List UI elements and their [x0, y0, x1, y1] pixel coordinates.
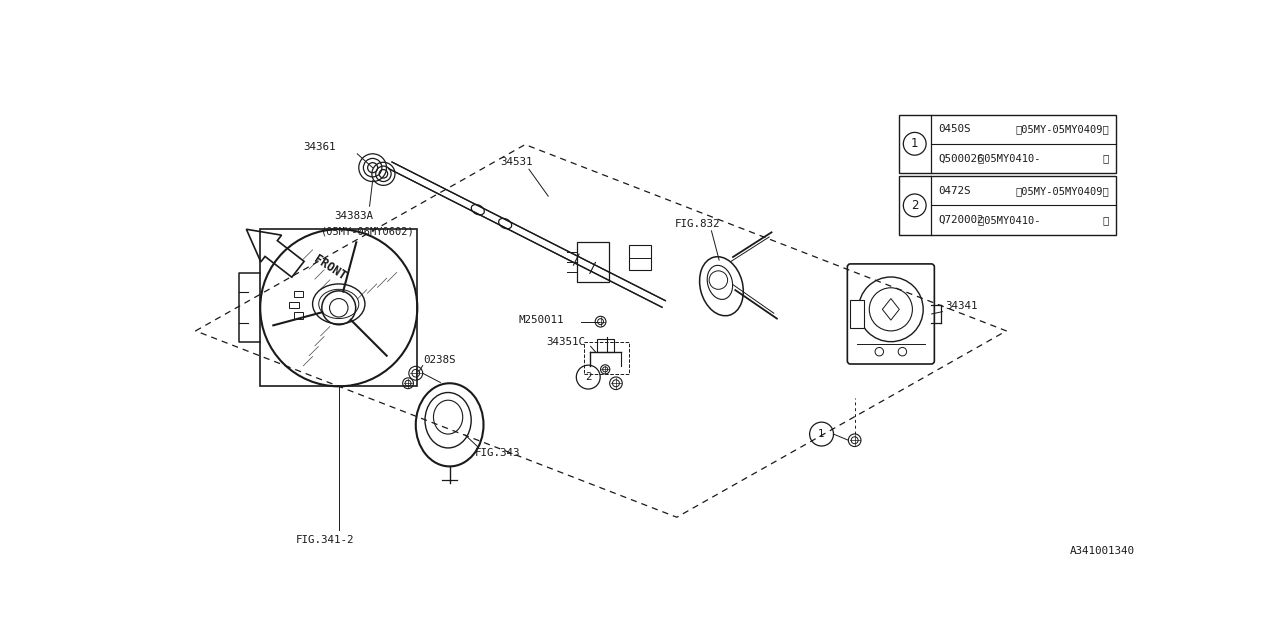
Bar [899, 115, 1116, 173]
Text: 0450S: 0450S [938, 124, 972, 134]
Bar [260, 229, 417, 387]
Text: 34341: 34341 [945, 301, 977, 311]
Text: 0472S: 0472S [938, 186, 972, 196]
Text: 2: 2 [911, 199, 919, 212]
Bar [294, 312, 303, 319]
Text: 々05MY0410-          〆: 々05MY0410- 〆 [978, 215, 1110, 225]
Bar [628, 245, 650, 270]
Bar [850, 300, 864, 328]
Bar [598, 339, 614, 353]
Bar [294, 291, 303, 297]
Text: 34361: 34361 [303, 142, 335, 152]
Text: 々05MY-05MY0409〆: 々05MY-05MY0409〆 [1016, 124, 1110, 134]
Text: FIG.341-2: FIG.341-2 [296, 534, 355, 545]
Text: (05MY-06MY0602): (05MY-06MY0602) [321, 227, 415, 237]
Text: 2: 2 [585, 372, 591, 382]
Text: M250011: M250011 [518, 315, 564, 325]
Text: 34383A: 34383A [334, 211, 374, 221]
Polygon shape [246, 229, 305, 277]
Text: Q500026: Q500026 [938, 154, 984, 163]
Text: 1: 1 [818, 429, 824, 439]
Text: 0238S: 0238S [424, 355, 456, 365]
Text: A341001340: A341001340 [1070, 546, 1135, 556]
Bar [577, 241, 609, 282]
Text: 34351C: 34351C [547, 337, 586, 347]
Bar [289, 301, 298, 308]
Text: 々05MY-05MY0409〆: 々05MY-05MY0409〆 [1016, 186, 1110, 196]
Bar [585, 342, 628, 374]
Text: FIG.832: FIG.832 [676, 219, 721, 229]
Text: FRONT: FRONT [311, 253, 348, 283]
Bar [899, 176, 1116, 235]
Text: Q720002: Q720002 [938, 215, 984, 225]
Text: 々05MY0410-          〆: 々05MY0410- 〆 [978, 154, 1110, 163]
Text: 34531: 34531 [500, 157, 532, 167]
Text: FIG.343: FIG.343 [475, 447, 521, 458]
Text: 1: 1 [911, 138, 919, 150]
